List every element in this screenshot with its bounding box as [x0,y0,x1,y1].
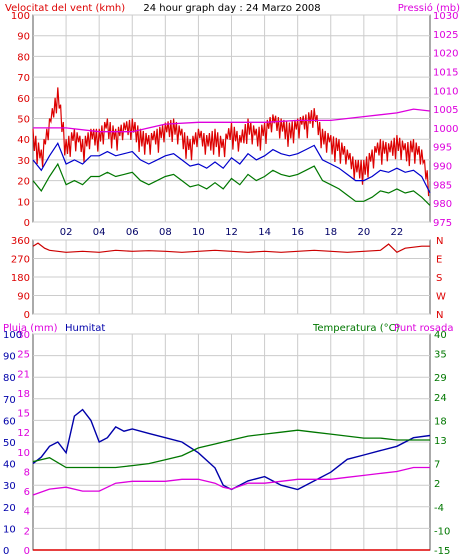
wind-tick-label: 70 [17,73,30,84]
wind-tick-label: 20 [17,177,30,188]
wind-tick-label: 40 [17,135,30,146]
pressure-tick-label: 1000 [433,124,458,135]
hour-tick-label: 06 [126,227,139,238]
humidity-axis-label: Humitat [65,323,105,334]
rain-tick-label: 8 [24,467,30,478]
compass-label: W [436,292,446,303]
rain-tick-label: 2 [24,526,30,537]
hour-tick-label: 12 [225,227,238,238]
wind-tick-label: 90 [17,32,30,43]
min_wind-series-line [32,162,431,206]
hour-tick-label: 20 [357,227,370,238]
hour-tick-label: 22 [391,227,404,238]
compass-label: E [436,255,442,266]
direction-tick-label: 270 [11,255,30,266]
rain-tick-label: 10 [17,448,30,459]
pressure-tick-label: 1005 [433,105,458,116]
wind-tick-label: 30 [17,156,30,167]
compass-label: N [436,236,443,247]
pressure-tick-label: 1030 [433,11,458,22]
wind-tick-label: 10 [17,197,30,208]
humidity-tick-label: 20 [3,503,16,514]
hour-tick-label: 02 [60,227,73,238]
humidity-tick-label: 90 [3,352,16,363]
rain-tick-label: 30 [17,330,30,341]
pressure-tick-label: 995 [433,143,452,154]
graph-title: 24 hour graph day : 24 Marzo 2008 [143,3,320,14]
pressure-tick-label: 980 [433,199,452,210]
pressure-tick-label: 1020 [433,49,458,60]
wind-axis-label: Velocitat del vent (kmh) [5,3,125,14]
temperature-tick-label: -15 [434,546,450,556]
avg_wind-series-line [32,142,431,194]
temperature-tick-label: 29 [434,373,447,384]
wind-tick-label: 50 [17,115,30,126]
rain-tick-label: 15 [17,409,30,420]
pressure-tick-label: 1015 [433,67,458,78]
wind-tick-label: 80 [17,52,30,63]
humidity-tick-label: 60 [3,416,16,427]
hour-tick-label: 16 [291,227,304,238]
pressure-tick-label: 985 [433,180,452,191]
wind-tick-label: 0 [24,218,30,229]
temperature-tick-label: 7 [434,460,440,471]
temperature-tick-label: 2 [434,479,440,490]
data-series [32,87,431,551]
wind-tick-label: 100 [11,11,30,22]
rain-tick-label: 0 [24,546,30,556]
pressure-series-line [33,108,431,133]
grid-lines [33,14,430,551]
humidity-series-line [32,408,431,491]
pressure-tick-label: 990 [433,162,452,173]
humidity-tick-label: 80 [3,373,16,384]
temperature-tick-label: 40 [434,330,447,341]
temperature-series-line [32,429,430,469]
temperature-tick-label: 13 [434,436,447,447]
hour-tick-label: 08 [159,227,172,238]
pressure-tick-label: 975 [433,218,452,229]
rain-axis-label: Pluja (mm) [3,323,58,334]
rain-tick-label: 18 [17,389,30,400]
pressure-tick-label: 1010 [433,86,458,97]
humidity-tick-label: 100 [3,330,22,341]
hour-tick-label: 18 [324,227,337,238]
humidity-tick-label: 70 [3,395,16,406]
humidity-tick-label: 10 [3,524,16,535]
temperature-tick-label: 24 [434,393,447,404]
compass-label: N [436,310,443,321]
dewpoint-axis-label: Punt rosada [394,323,453,334]
direction-tick-label: 360 [11,236,30,247]
pressure-axis-label: Pressió (mb) [398,2,460,14]
rain-tick-label: 21 [17,369,30,380]
rain-tick-label: 6 [24,487,30,498]
rain-tick-label: 12 [17,428,30,439]
rain-tick-label: 4 [24,507,30,518]
temperature-tick-label: -10 [434,526,450,537]
humidity-tick-label: 30 [3,481,16,492]
rain-tick-label: 25 [17,350,30,361]
hour-tick-label: 14 [258,227,271,238]
temperature-tick-label: 18 [434,416,447,427]
compass-label: S [436,273,442,284]
direction-tick-label: 180 [11,273,30,284]
tick-labels: 0204060810121416182022020406081012141618… [3,11,458,556]
humidity-tick-label: 50 [3,438,16,449]
temperature-axis-label: Temperatura (°C) [312,323,400,334]
wind-tick-label: 60 [17,94,30,105]
direction-tick-label: 90 [17,292,30,303]
hour-tick-label: 04 [93,227,106,238]
humidity-tick-label: 40 [3,460,16,471]
hour-tick-label: 10 [192,227,205,238]
direction-tick-label: 0 [24,310,30,321]
humidity-tick-label: 0 [3,546,9,556]
temperature-tick-label: -4 [434,503,444,514]
dewpoint-series-line [32,466,430,496]
direction-series-line [32,242,430,254]
pressure-tick-label: 1025 [433,30,458,41]
temperature-tick-label: 35 [434,350,447,361]
